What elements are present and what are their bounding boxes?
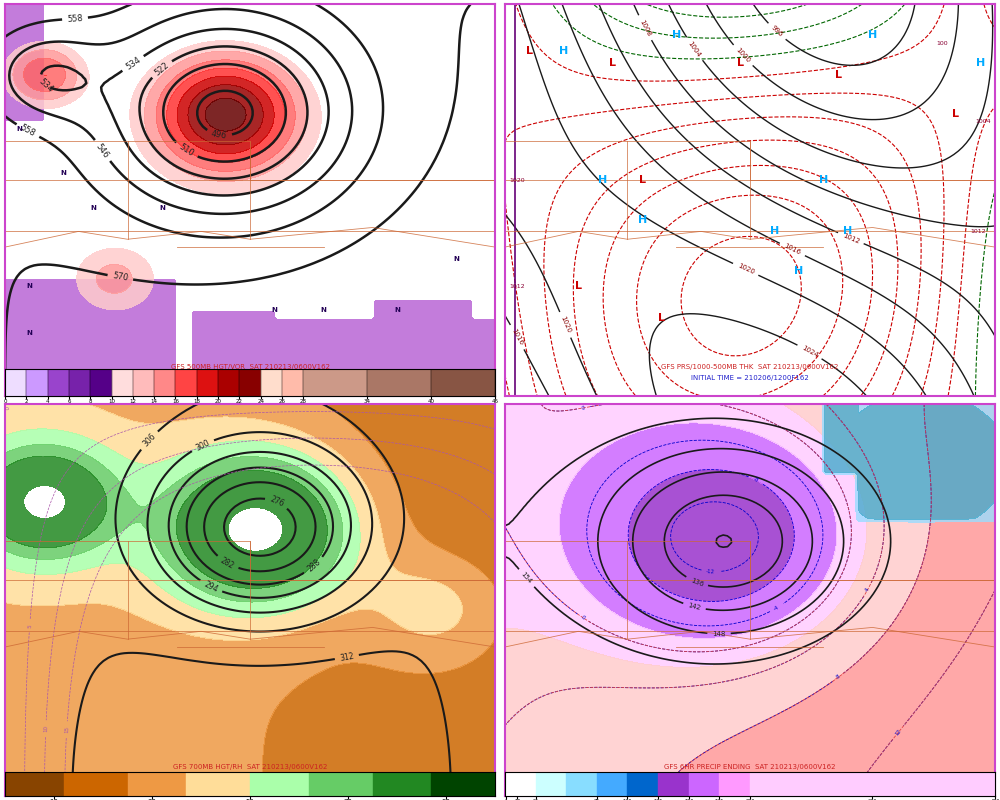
Text: L: L [658,313,665,322]
Text: 1024: 1024 [800,345,819,358]
Text: 1012: 1012 [841,232,860,245]
Text: N: N [453,256,459,262]
Text: N: N [27,283,32,290]
Text: 534: 534 [37,77,55,94]
Text: 558: 558 [67,14,83,24]
Text: H: H [598,175,608,186]
Text: GFS 700MB HGT/RH  SAT 210213/0600V162: GFS 700MB HGT/RH SAT 210213/0600V162 [173,763,327,770]
Text: N: N [17,126,23,133]
Text: H: H [672,30,681,40]
Text: INITIAL TIME = 210206/1200F162: INITIAL TIME = 210206/1200F162 [191,775,309,782]
Text: H: H [819,175,828,186]
Text: -8: -8 [753,477,760,484]
Text: 1020: 1020 [736,263,755,276]
Text: 1016: 1016 [510,328,524,346]
Text: 10: 10 [43,725,48,732]
Text: 312: 312 [339,651,355,662]
Text: -12: -12 [706,569,715,574]
Text: 0: 0 [580,614,586,621]
Text: L: L [526,46,533,56]
Text: 12: 12 [894,728,902,737]
Text: L: L [639,175,646,186]
Text: 1020: 1020 [510,178,525,183]
Text: 1004: 1004 [975,119,991,124]
Text: 546: 546 [94,142,111,160]
Text: 154: 154 [520,571,533,585]
Text: 534: 534 [124,55,142,72]
Text: 100: 100 [936,41,948,46]
Text: 496: 496 [211,129,228,141]
Text: 4: 4 [864,587,870,593]
Text: 1004: 1004 [687,40,702,58]
Text: GFS 6HR PRECIP ENDING  SAT 210213/0600V162: GFS 6HR PRECIP ENDING SAT 210213/0600V16… [664,763,836,770]
Text: 558: 558 [19,123,37,138]
Text: GFS 500MB HGT/VOR  SAT 210213/0600V162: GFS 500MB HGT/VOR SAT 210213/0600V162 [171,364,330,370]
Text: 300: 300 [194,438,211,453]
Text: L: L [835,70,842,79]
Text: 288: 288 [306,558,322,574]
Text: L: L [952,109,959,118]
Text: L: L [609,58,616,68]
Text: 0: 0 [581,405,586,410]
Text: N: N [321,307,327,313]
Text: 136: 136 [689,577,704,587]
Text: H: H [638,214,647,225]
Text: L: L [575,282,582,291]
Text: 570: 570 [112,271,129,283]
Text: 1000: 1000 [734,47,751,64]
Text: 1020: 1020 [559,315,572,334]
Text: N: N [159,205,165,211]
Text: 1016: 1016 [783,243,802,256]
Text: H: H [843,226,853,237]
Text: N: N [27,330,32,336]
Text: 0: 0 [2,406,8,410]
Text: 142: 142 [687,602,702,611]
Text: N: N [90,205,96,211]
Text: 276: 276 [268,495,285,509]
Text: H: H [770,226,779,237]
Text: GFS 850MB TEMP  SAT 210213/0600V162: GFS 850MB TEMP SAT 210213/0600V162 [677,775,823,782]
Text: 5: 5 [27,624,32,628]
Text: H: H [868,30,877,40]
Text: H: H [794,266,804,276]
Text: 8: 8 [835,674,841,680]
Text: N: N [394,307,400,313]
Text: 148: 148 [712,630,726,637]
Text: 996: 996 [770,25,784,38]
Text: N: N [272,307,277,313]
Text: 1012: 1012 [510,284,525,289]
Text: L: L [737,58,744,68]
Text: 510: 510 [177,142,195,158]
Text: INITIAL TIME = 210206/1200F162: INITIAL TIME = 210206/1200F162 [691,375,809,382]
Text: H: H [559,46,568,56]
Text: 306: 306 [141,432,157,449]
Text: H: H [976,58,985,68]
Text: 1012: 1012 [970,229,986,234]
Text: 522: 522 [153,60,170,78]
Text: GFS PRS/1000-500MB THK  SAT 210213/0600V162: GFS PRS/1000-500MB THK SAT 210213/0600V1… [661,364,839,370]
Text: 1008: 1008 [638,18,652,37]
Text: -4: -4 [773,604,780,611]
Text: 294: 294 [202,579,219,594]
Text: INITIAL TIME = 210206/1200F162: INITIAL TIME = 210206/1200F162 [191,375,309,382]
Text: N: N [61,170,67,175]
Text: 282: 282 [219,555,236,570]
Text: 15: 15 [64,726,69,734]
